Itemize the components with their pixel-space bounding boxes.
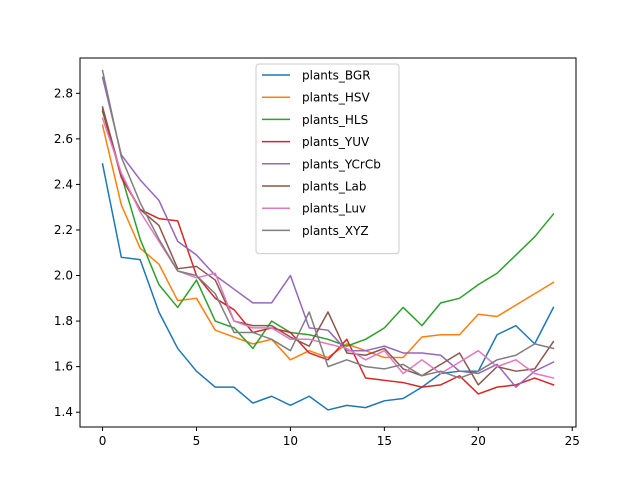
series-line-plants-hsv [101,124,555,361]
legend-label: plants_XYZ [302,224,369,238]
x-tick-label: 10 [283,434,298,448]
x-axis: 0 5 10 15 20 25 [99,427,580,448]
legend-label: plants_YCrCb [302,157,381,171]
x-tick-label: 15 [377,434,392,448]
legend: plants_BGR plants_HSV plants_HLS plants_YUV… [255,63,400,255]
legend-label: plants_HLS [302,113,368,127]
y-tick-label: 1.8 [54,314,73,328]
y-axis: 1.4 1.6 1.8 2.0 2.2 2.4 2.6 2.8 [54,86,80,419]
series-line-plants-yuv [101,108,555,395]
plot-frame [79,57,577,428]
series-line-plants-lab [101,106,555,386]
x-tick-label: 5 [193,434,201,448]
series-line-plants-hls [101,110,555,350]
legend-label: plants_BGR [302,69,371,83]
series-line-plants-ycrcb [101,76,555,388]
y-tick-label: 2.4 [54,177,73,191]
legend-label: plants_YUV [302,135,370,149]
y-tick-label: 2.6 [54,132,73,146]
series-lines [101,69,555,411]
x-tick-label: 20 [471,434,486,448]
x-tick-label: 25 [565,434,580,448]
series-line-plants-xyz [101,69,555,379]
y-tick-label: 2.0 [54,269,73,283]
x-tick-label: 0 [99,434,107,448]
y-tick-label: 1.6 [54,360,73,374]
legend-label: plants_Luv [302,202,366,216]
legend-box [255,63,400,255]
legend-label: plants_Lab [302,180,367,194]
y-tick-label: 2.8 [54,86,73,100]
y-tick-label: 1.4 [54,405,73,419]
y-tick-label: 2.2 [54,223,73,237]
legend-label: plants_HSV [302,91,371,105]
